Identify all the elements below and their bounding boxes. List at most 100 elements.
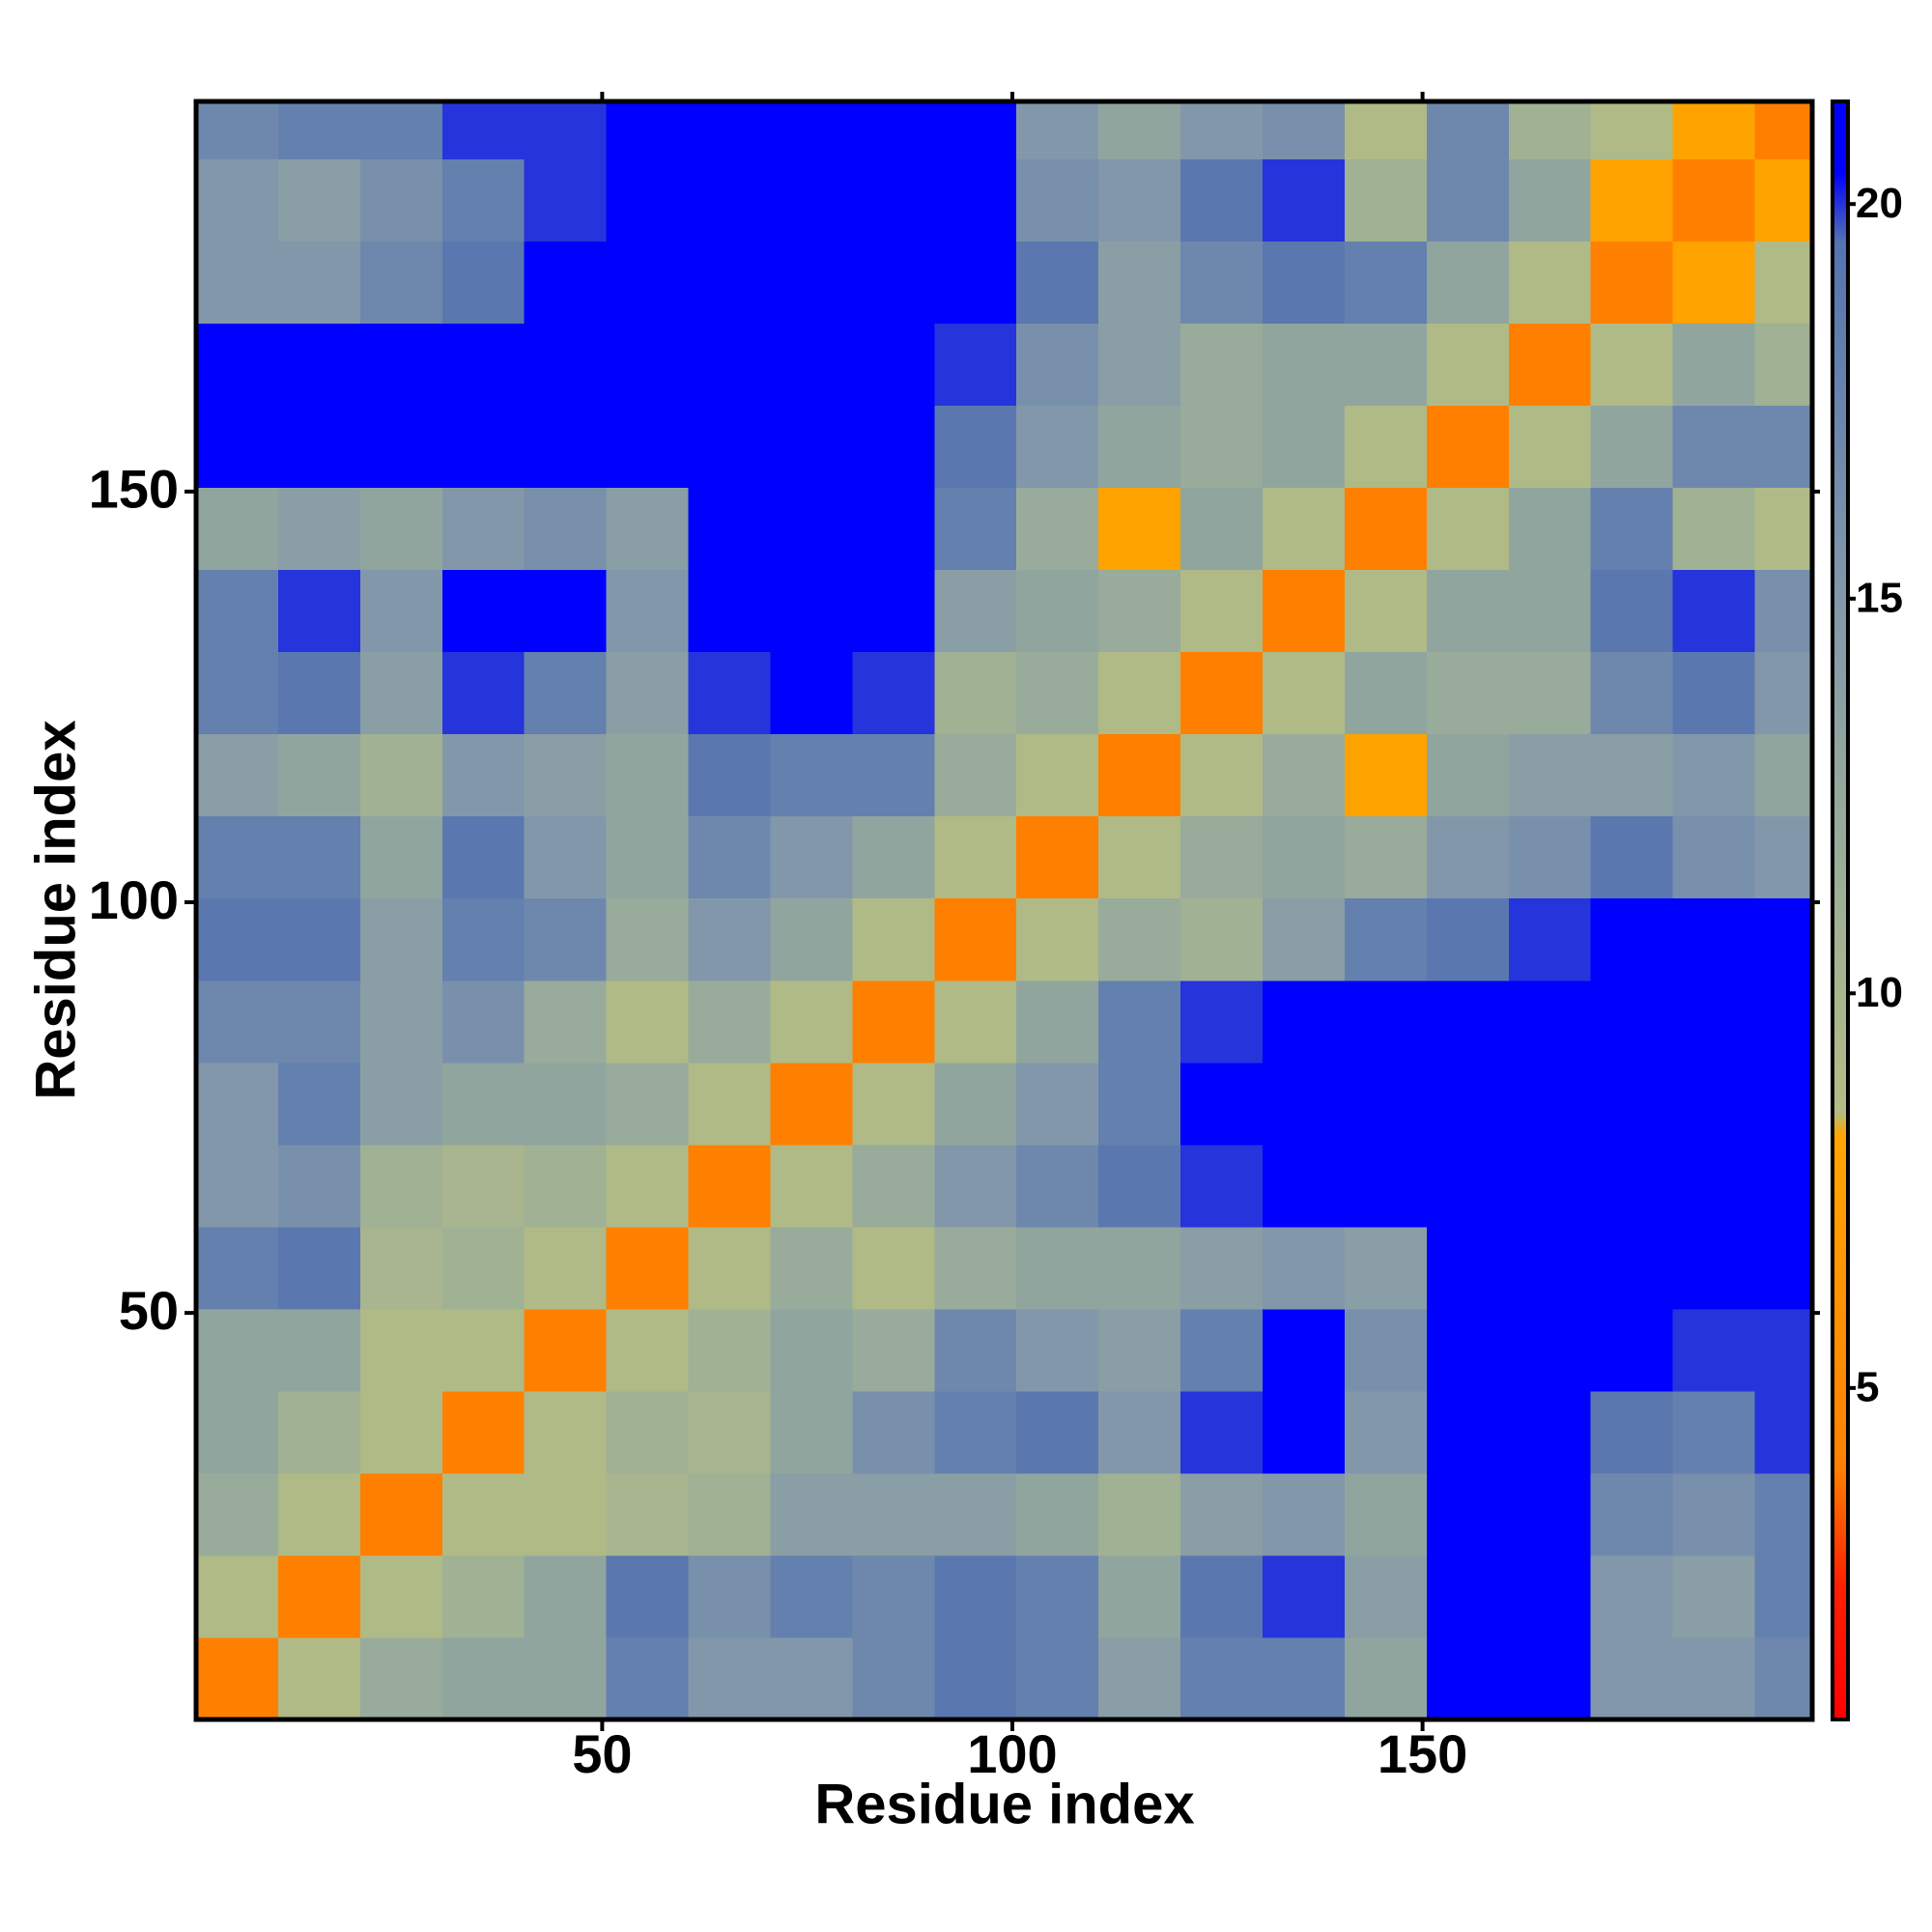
cell xyxy=(934,241,1017,325)
cell xyxy=(934,815,1017,899)
cell xyxy=(688,1472,771,1556)
cell xyxy=(277,569,361,653)
cell xyxy=(359,897,443,981)
cell xyxy=(1263,405,1346,489)
cell xyxy=(688,1062,771,1146)
cell xyxy=(196,815,279,899)
cell xyxy=(688,405,771,489)
cell xyxy=(277,815,361,899)
cell xyxy=(1672,1390,1756,1474)
cell xyxy=(277,1062,361,1146)
cell xyxy=(770,405,853,489)
cell xyxy=(1754,1390,1813,1474)
plot-frame xyxy=(193,99,1815,1722)
cell xyxy=(1426,405,1510,489)
cell xyxy=(277,897,361,981)
cell xyxy=(1263,897,1346,981)
cell xyxy=(524,980,608,1064)
cell xyxy=(606,1390,690,1474)
cell xyxy=(1754,158,1813,242)
cell xyxy=(1590,1226,1674,1310)
cell xyxy=(277,1390,361,1474)
cell xyxy=(1426,1062,1510,1146)
cell xyxy=(1344,405,1428,489)
cell xyxy=(770,980,853,1064)
cell xyxy=(196,1226,279,1310)
cell xyxy=(1754,1226,1813,1310)
axes: 50 100 150 50 100 150 5 10 15 20 xyxy=(89,92,1903,1784)
cell xyxy=(1344,1472,1428,1556)
cell xyxy=(359,101,443,160)
cell xyxy=(277,1636,361,1720)
cell xyxy=(524,1390,608,1474)
cell xyxy=(359,241,443,325)
cell xyxy=(524,1554,608,1638)
cell xyxy=(852,487,935,571)
cell xyxy=(688,158,771,242)
cell xyxy=(1016,1554,1099,1638)
cell xyxy=(1016,405,1099,489)
cell xyxy=(1590,405,1674,489)
cell xyxy=(1590,1062,1674,1146)
cell xyxy=(1344,487,1428,571)
cell xyxy=(1263,1554,1346,1638)
cell xyxy=(277,241,361,325)
cell xyxy=(688,733,771,817)
cell xyxy=(688,323,771,407)
cell xyxy=(606,1062,690,1146)
cell xyxy=(1016,980,1099,1064)
cell xyxy=(1180,1636,1264,1720)
cell xyxy=(1590,1636,1674,1720)
cell xyxy=(359,1636,443,1720)
cell xyxy=(1754,815,1813,899)
cell xyxy=(1590,101,1674,160)
cell xyxy=(770,651,853,735)
cell xyxy=(606,405,690,489)
cell xyxy=(196,1472,279,1556)
cell xyxy=(606,1554,690,1638)
cell xyxy=(1344,101,1428,160)
cell xyxy=(934,158,1017,242)
cell xyxy=(1016,1390,1099,1474)
cell xyxy=(934,487,1017,571)
cell xyxy=(688,487,771,571)
cell xyxy=(852,158,935,242)
cell xyxy=(524,101,608,160)
cell xyxy=(1426,241,1510,325)
cell xyxy=(1754,651,1813,735)
cell xyxy=(1508,569,1592,653)
colorbar-tick-label: 15 xyxy=(1856,574,1903,621)
cell xyxy=(1016,1226,1099,1310)
cell xyxy=(1180,405,1264,489)
cell xyxy=(1672,101,1756,160)
cell xyxy=(1016,241,1099,325)
cell xyxy=(1263,1636,1346,1720)
cell xyxy=(1344,733,1428,817)
cell xyxy=(1672,815,1756,899)
cell xyxy=(1672,651,1756,735)
cell xyxy=(1180,487,1264,571)
cell xyxy=(1098,323,1181,407)
cell xyxy=(1508,815,1592,899)
cell xyxy=(1263,241,1346,325)
cell xyxy=(1590,1472,1674,1556)
cell xyxy=(1672,1472,1756,1556)
cell xyxy=(1098,897,1181,981)
cell xyxy=(1672,1144,1756,1228)
cell xyxy=(524,1636,608,1720)
cell xyxy=(606,323,690,407)
cell xyxy=(934,733,1017,817)
cell xyxy=(1016,101,1099,160)
cell xyxy=(1508,1554,1592,1638)
colorbar xyxy=(1831,99,1850,1721)
cell xyxy=(1426,1390,1510,1474)
cell xyxy=(1672,405,1756,489)
cell xyxy=(1180,101,1264,160)
cell xyxy=(606,487,690,571)
cell xyxy=(770,487,853,571)
cell xyxy=(1344,241,1428,325)
cell xyxy=(770,733,853,817)
cell xyxy=(1263,1226,1346,1310)
cell xyxy=(688,1226,771,1310)
